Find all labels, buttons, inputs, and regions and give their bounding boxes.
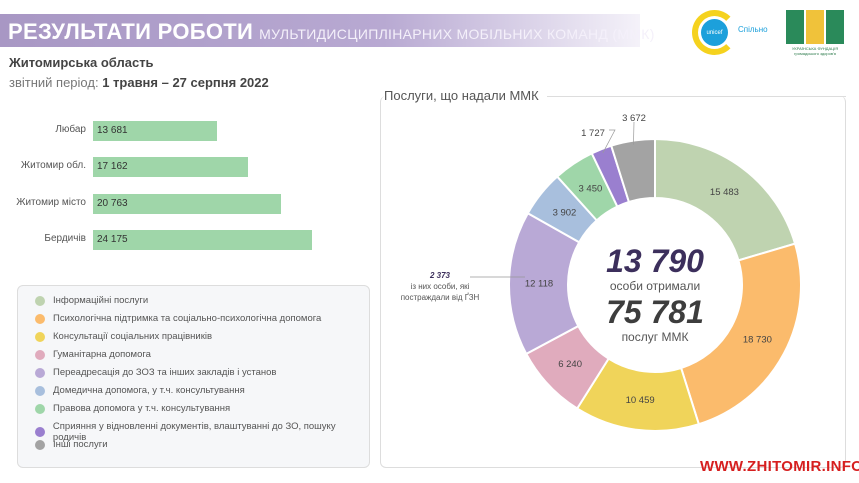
- leader-line: [602, 129, 616, 154]
- legend-label: Консультації соціальних працівників: [53, 331, 213, 342]
- bar-label: Любар: [55, 124, 86, 135]
- legend-label: Переадресація до ЗОЗ та інших закладів і…: [53, 367, 277, 378]
- legend-item: Сприяння у відновленні документів, влашт…: [35, 421, 369, 443]
- persons-count: 13 790: [606, 243, 704, 279]
- donut-panel: [380, 96, 846, 468]
- services-label: послуг ММК: [621, 330, 689, 344]
- foundation-logo: УКРАЇНСЬКА ФУНДАЦІЯ громадського здоров'…: [786, 10, 844, 58]
- bar-row: Житомир місто 20 763: [0, 194, 330, 214]
- slice-value-label: 3 672: [622, 113, 646, 124]
- header-banner: РЕЗУЛЬТАТИ РОБОТИ МУЛЬТИДИСЦИПЛІНАРНИХ МО…: [0, 14, 654, 47]
- leader-line: [633, 121, 635, 145]
- legend-dot: [35, 439, 45, 450]
- legend-item: Домедична допомога, у т.ч. консультуванн…: [35, 385, 245, 396]
- unicef-logo-text: unicef: [701, 19, 728, 46]
- slice-value-label: 3 450: [579, 184, 603, 195]
- legend-dot: [35, 385, 45, 396]
- legend-dot: [35, 367, 45, 378]
- annotation-text: із них особи, які постраждали від ҐЗН: [400, 282, 480, 302]
- legend-label: Правова допомога у т.ч. консультування: [53, 403, 231, 414]
- donut-title: Послуги, що надали ММК: [384, 88, 547, 103]
- watermark: WWW.ZHITOMIR.INFO: [700, 458, 859, 475]
- page-subtitle: МУЛЬТИДИСЦИПЛІНАРНИХ МОБІЛЬНИХ КОМАНД (М…: [259, 26, 655, 42]
- legend-label: Психологічна підтримка та соціально-псих…: [53, 313, 322, 324]
- legend-dot: [35, 295, 45, 306]
- period-value: 1 травня – 27 серпня 2022: [102, 75, 269, 90]
- legend-dot: [35, 313, 45, 324]
- slice-value-label: 10 459: [626, 395, 655, 406]
- bar: [93, 194, 282, 214]
- legend-label: Домедична допомога, у т.ч. консультуванн…: [53, 385, 245, 396]
- title-main: РЕЗУЛЬТАТИ РОБОТИ: [8, 19, 254, 44]
- bar-value: 17 162: [97, 161, 128, 172]
- services-count: 75 781: [606, 294, 704, 330]
- bar-value: 24 175: [97, 234, 128, 245]
- legend-label: Гуманітарна допомога: [53, 349, 151, 360]
- bar: [93, 230, 312, 250]
- bar-label: Житомир місто: [16, 197, 86, 208]
- legend-label: Сприяння у відновленні документів, влашт…: [52, 421, 336, 443]
- legend-item: Консультації соціальних працівників: [35, 331, 212, 342]
- persons-label: особи отримали: [609, 279, 701, 293]
- donut-slice: [679, 242, 802, 426]
- slice-value-label: 12 118: [525, 279, 553, 290]
- slice-value-label: 1 727: [581, 128, 605, 139]
- legend-label: Інші послуги: [53, 439, 108, 450]
- region-title: Житомирська область: [9, 55, 154, 70]
- bar-label: Житомир обл.: [20, 160, 86, 171]
- unicef-logo: unicef: [692, 10, 737, 55]
- bar-value: 20 763: [97, 198, 128, 209]
- legend-dot: [35, 427, 45, 437]
- foundation-logo-text: УКРАЇНСЬКА ФУНДАЦІЯ громадського здоров'…: [791, 46, 839, 56]
- panel-divider: [540, 96, 846, 97]
- bar: [93, 157, 249, 177]
- legend-item: Переадресація до ЗОЗ та інших закладів і…: [35, 367, 276, 378]
- bar-row: Житомир обл. 17 162: [0, 157, 330, 177]
- legend-item: Гуманітарна допомога: [35, 349, 151, 360]
- period-label: звітний період:: [9, 75, 99, 90]
- slice-value-label: 3 902: [553, 207, 577, 218]
- bar-row: Бердичів 24 175: [0, 230, 330, 250]
- legend-dot: [35, 331, 45, 342]
- legend-item: Психологічна підтримка та соціально-псих…: [35, 313, 321, 324]
- legend-item: Правова допомога у т.ч. консультування: [35, 403, 230, 414]
- legend-label: Інформаційні послуги: [53, 295, 149, 306]
- idp-annotation: 2 373 із них особи, які постраждали від Ґ…: [385, 270, 495, 303]
- legend-item: Інші послуги: [35, 439, 108, 450]
- reporting-period: звітний період: 1 травня – 27 серпня 202…: [9, 75, 269, 90]
- slice-value-label: 18 730: [743, 335, 772, 346]
- legend-dot: [35, 349, 45, 360]
- donut-chart: 15 483 18 730 10 459 6 240 12 118 3 902 3 450 1…: [470, 113, 802, 432]
- page-title: РЕЗУЛЬТАТИ РОБОТИ МУЛЬТИДИСЦИПЛІНАРНИХ МО…: [8, 19, 655, 45]
- bar-value: 13 681: [97, 125, 128, 136]
- legend-item: Інформаційні послуги: [35, 295, 148, 306]
- legend-dot: [35, 403, 45, 414]
- donut-slice: [609, 137, 656, 204]
- unicef-partner-text: Спільно: [738, 25, 768, 34]
- legend: Інформаційні послуги Психологічна підтрим…: [17, 285, 370, 468]
- bar: [93, 121, 217, 141]
- bar-row: Любар 13 681: [0, 121, 330, 141]
- slice-value-label: 15 483: [710, 187, 739, 198]
- annotation-value: 2 373: [429, 271, 451, 280]
- slice-value-label: 6 240: [558, 359, 582, 370]
- bar-label: Бердичів: [44, 233, 86, 244]
